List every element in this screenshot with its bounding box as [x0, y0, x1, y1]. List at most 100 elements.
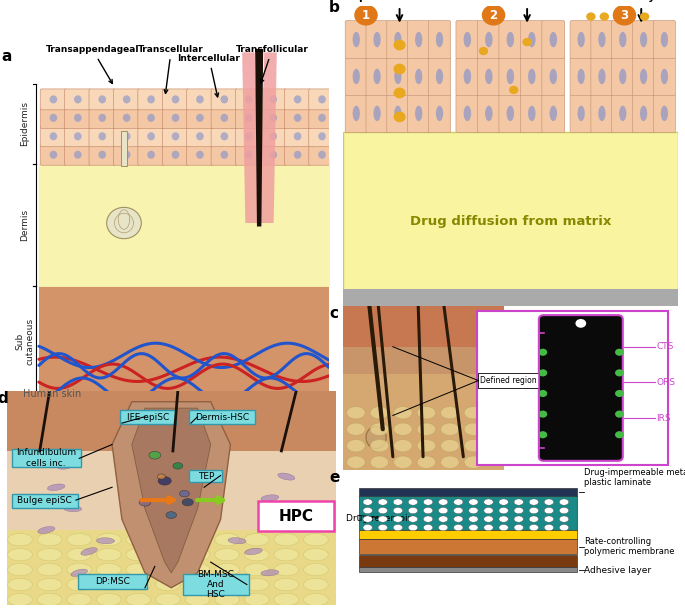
Circle shape: [408, 516, 418, 522]
Ellipse shape: [394, 406, 412, 419]
Ellipse shape: [8, 533, 32, 546]
Ellipse shape: [8, 549, 32, 561]
Ellipse shape: [394, 439, 412, 452]
Ellipse shape: [74, 151, 82, 159]
FancyBboxPatch shape: [408, 94, 429, 133]
FancyBboxPatch shape: [632, 57, 655, 95]
Text: Intercellular: Intercellular: [177, 54, 240, 97]
Ellipse shape: [64, 506, 82, 511]
FancyBboxPatch shape: [612, 94, 634, 133]
Ellipse shape: [303, 549, 328, 561]
Circle shape: [423, 507, 433, 514]
Circle shape: [640, 12, 649, 21]
Ellipse shape: [436, 32, 443, 47]
FancyBboxPatch shape: [428, 21, 451, 59]
Ellipse shape: [155, 533, 180, 546]
Ellipse shape: [528, 68, 536, 84]
FancyBboxPatch shape: [211, 126, 238, 147]
Ellipse shape: [373, 32, 381, 47]
Ellipse shape: [97, 579, 121, 591]
FancyBboxPatch shape: [40, 89, 66, 110]
FancyBboxPatch shape: [345, 57, 367, 95]
Ellipse shape: [49, 151, 58, 159]
FancyBboxPatch shape: [284, 126, 311, 147]
Ellipse shape: [215, 593, 240, 606]
Ellipse shape: [185, 579, 210, 591]
Ellipse shape: [294, 114, 301, 122]
Circle shape: [453, 507, 463, 514]
Circle shape: [393, 524, 403, 531]
FancyBboxPatch shape: [138, 126, 164, 147]
Text: c: c: [329, 306, 338, 321]
Ellipse shape: [37, 533, 62, 546]
Circle shape: [613, 12, 623, 21]
Ellipse shape: [347, 406, 365, 419]
Text: a: a: [1, 49, 12, 64]
Circle shape: [363, 516, 373, 522]
Ellipse shape: [319, 95, 326, 103]
Ellipse shape: [147, 132, 155, 141]
Polygon shape: [260, 53, 277, 223]
Ellipse shape: [598, 68, 606, 84]
FancyBboxPatch shape: [40, 108, 66, 128]
Bar: [342, 289, 678, 306]
FancyBboxPatch shape: [387, 57, 409, 95]
Ellipse shape: [417, 456, 436, 469]
Ellipse shape: [640, 68, 647, 84]
Ellipse shape: [415, 68, 423, 84]
Ellipse shape: [274, 593, 299, 606]
Ellipse shape: [97, 533, 121, 546]
Text: 2: 2: [490, 9, 497, 21]
Ellipse shape: [303, 563, 328, 576]
Ellipse shape: [123, 132, 131, 141]
Circle shape: [514, 524, 523, 531]
Ellipse shape: [172, 114, 179, 122]
Bar: [7, 451, 336, 530]
Text: Dermis-HSC: Dermis-HSC: [195, 413, 249, 422]
Ellipse shape: [99, 95, 106, 103]
Ellipse shape: [126, 549, 151, 561]
Circle shape: [529, 507, 538, 514]
Ellipse shape: [126, 593, 151, 606]
Circle shape: [438, 524, 448, 531]
FancyBboxPatch shape: [12, 448, 81, 467]
Ellipse shape: [549, 106, 557, 121]
Ellipse shape: [464, 406, 483, 419]
FancyBboxPatch shape: [236, 126, 262, 147]
FancyBboxPatch shape: [114, 126, 140, 147]
Text: Transappendageal: Transappendageal: [46, 45, 139, 84]
Text: e: e: [329, 470, 340, 486]
Circle shape: [529, 499, 538, 505]
FancyBboxPatch shape: [183, 574, 249, 595]
Ellipse shape: [245, 114, 253, 122]
Circle shape: [363, 524, 373, 531]
Ellipse shape: [269, 95, 277, 103]
Text: 3: 3: [621, 9, 629, 21]
Ellipse shape: [215, 533, 240, 546]
Text: Increases
fluidity: Increases fluidity: [606, 0, 662, 2]
FancyBboxPatch shape: [309, 89, 335, 110]
Circle shape: [509, 86, 519, 94]
FancyBboxPatch shape: [138, 144, 164, 165]
Ellipse shape: [294, 132, 301, 141]
Ellipse shape: [245, 548, 262, 555]
Bar: [342, 374, 503, 470]
Text: b: b: [329, 0, 340, 15]
Ellipse shape: [269, 132, 277, 141]
Ellipse shape: [215, 563, 240, 576]
Circle shape: [438, 507, 448, 514]
Ellipse shape: [274, 579, 299, 591]
Ellipse shape: [274, 533, 299, 546]
Ellipse shape: [577, 32, 585, 47]
Circle shape: [423, 499, 433, 505]
Circle shape: [363, 499, 373, 505]
FancyBboxPatch shape: [542, 94, 564, 133]
Circle shape: [615, 411, 624, 418]
Text: IFE epiSC: IFE epiSC: [127, 413, 169, 422]
Circle shape: [158, 477, 171, 485]
Ellipse shape: [394, 456, 412, 469]
FancyBboxPatch shape: [114, 144, 140, 165]
Ellipse shape: [485, 68, 493, 84]
FancyBboxPatch shape: [612, 57, 634, 95]
Ellipse shape: [353, 106, 360, 121]
